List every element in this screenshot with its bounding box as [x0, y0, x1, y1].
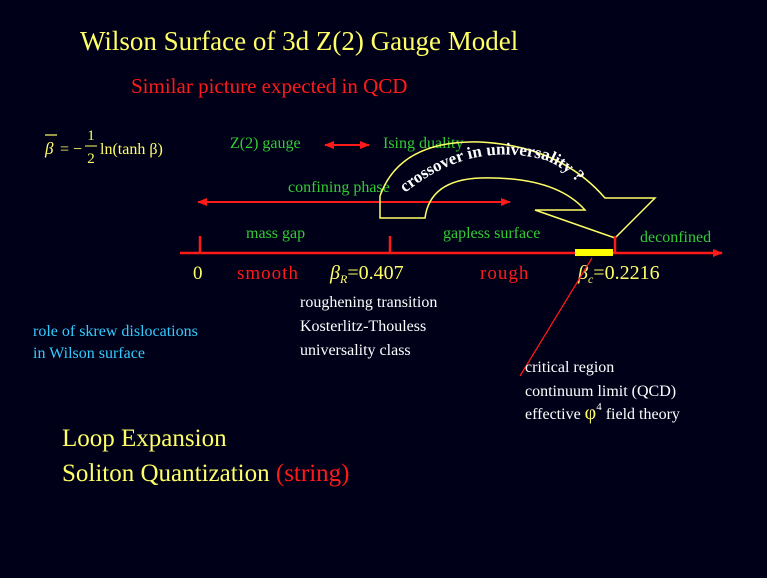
formula-numerator: 1: [87, 128, 95, 144]
dislocations-line: role of skrew dislocations: [33, 323, 198, 340]
duality-right: Ising duality: [383, 135, 463, 152]
pointer-line: [519, 257, 593, 377]
beta-r-value: =0.407: [347, 262, 403, 284]
crossover-arrow: [379, 141, 657, 239]
effective-phi: φ: [585, 402, 597, 424]
formula-rhs: ln(tanh β): [100, 141, 163, 158]
beta-r: βR=0.407: [329, 262, 404, 286]
critical-line: critical region: [525, 359, 614, 376]
beta-r-symbol: β: [329, 262, 340, 284]
critical-effective: effective φ4 field theory: [525, 401, 680, 424]
roughening-line: roughening transition: [300, 294, 437, 311]
gapless-surface: gapless surface: [443, 225, 540, 242]
critical-band: [575, 249, 613, 256]
beta-c-value: =0.2216: [593, 262, 659, 284]
confining-phase: confining phase: [288, 179, 390, 196]
deconfined: deconfined: [640, 229, 711, 246]
axis-smooth: smooth: [237, 263, 299, 284]
effective-before: effective: [525, 406, 585, 423]
beta-r-sub: R: [339, 272, 348, 286]
beta-c-sub: c: [588, 272, 594, 286]
critical-line: continuum limit (QCD): [525, 383, 676, 400]
subtitle: Similar picture expected in QCD: [131, 74, 407, 98]
bottom-line2-main: Soliton Quantization: [62, 460, 270, 487]
formula: β = − 1 2 ln(tanh β): [44, 128, 163, 167]
mass-gap: mass gap: [246, 225, 305, 242]
axis-zero: 0: [193, 263, 203, 284]
effective-power: 4: [596, 401, 602, 413]
title: Wilson Surface of 3d Z(2) Gauge Model: [80, 26, 518, 56]
roughening-line: Kosterlitz-Thouless: [300, 318, 426, 335]
axis-rough: rough: [480, 263, 529, 284]
bottom-line2-red: (string): [270, 460, 350, 487]
formula-sign: = −: [60, 141, 82, 158]
bottom-line1: Loop Expansion: [62, 425, 227, 452]
bottom-line2: Soliton Quantization (string): [62, 460, 349, 487]
formula-denominator: 2: [87, 151, 95, 167]
roughening-line: universality class: [300, 342, 411, 359]
formula-lhs: β: [44, 139, 54, 158]
dislocations-line: in Wilson surface: [33, 345, 145, 362]
effective-after: field theory: [602, 406, 680, 423]
duality-left: Z(2) gauge: [230, 135, 301, 152]
